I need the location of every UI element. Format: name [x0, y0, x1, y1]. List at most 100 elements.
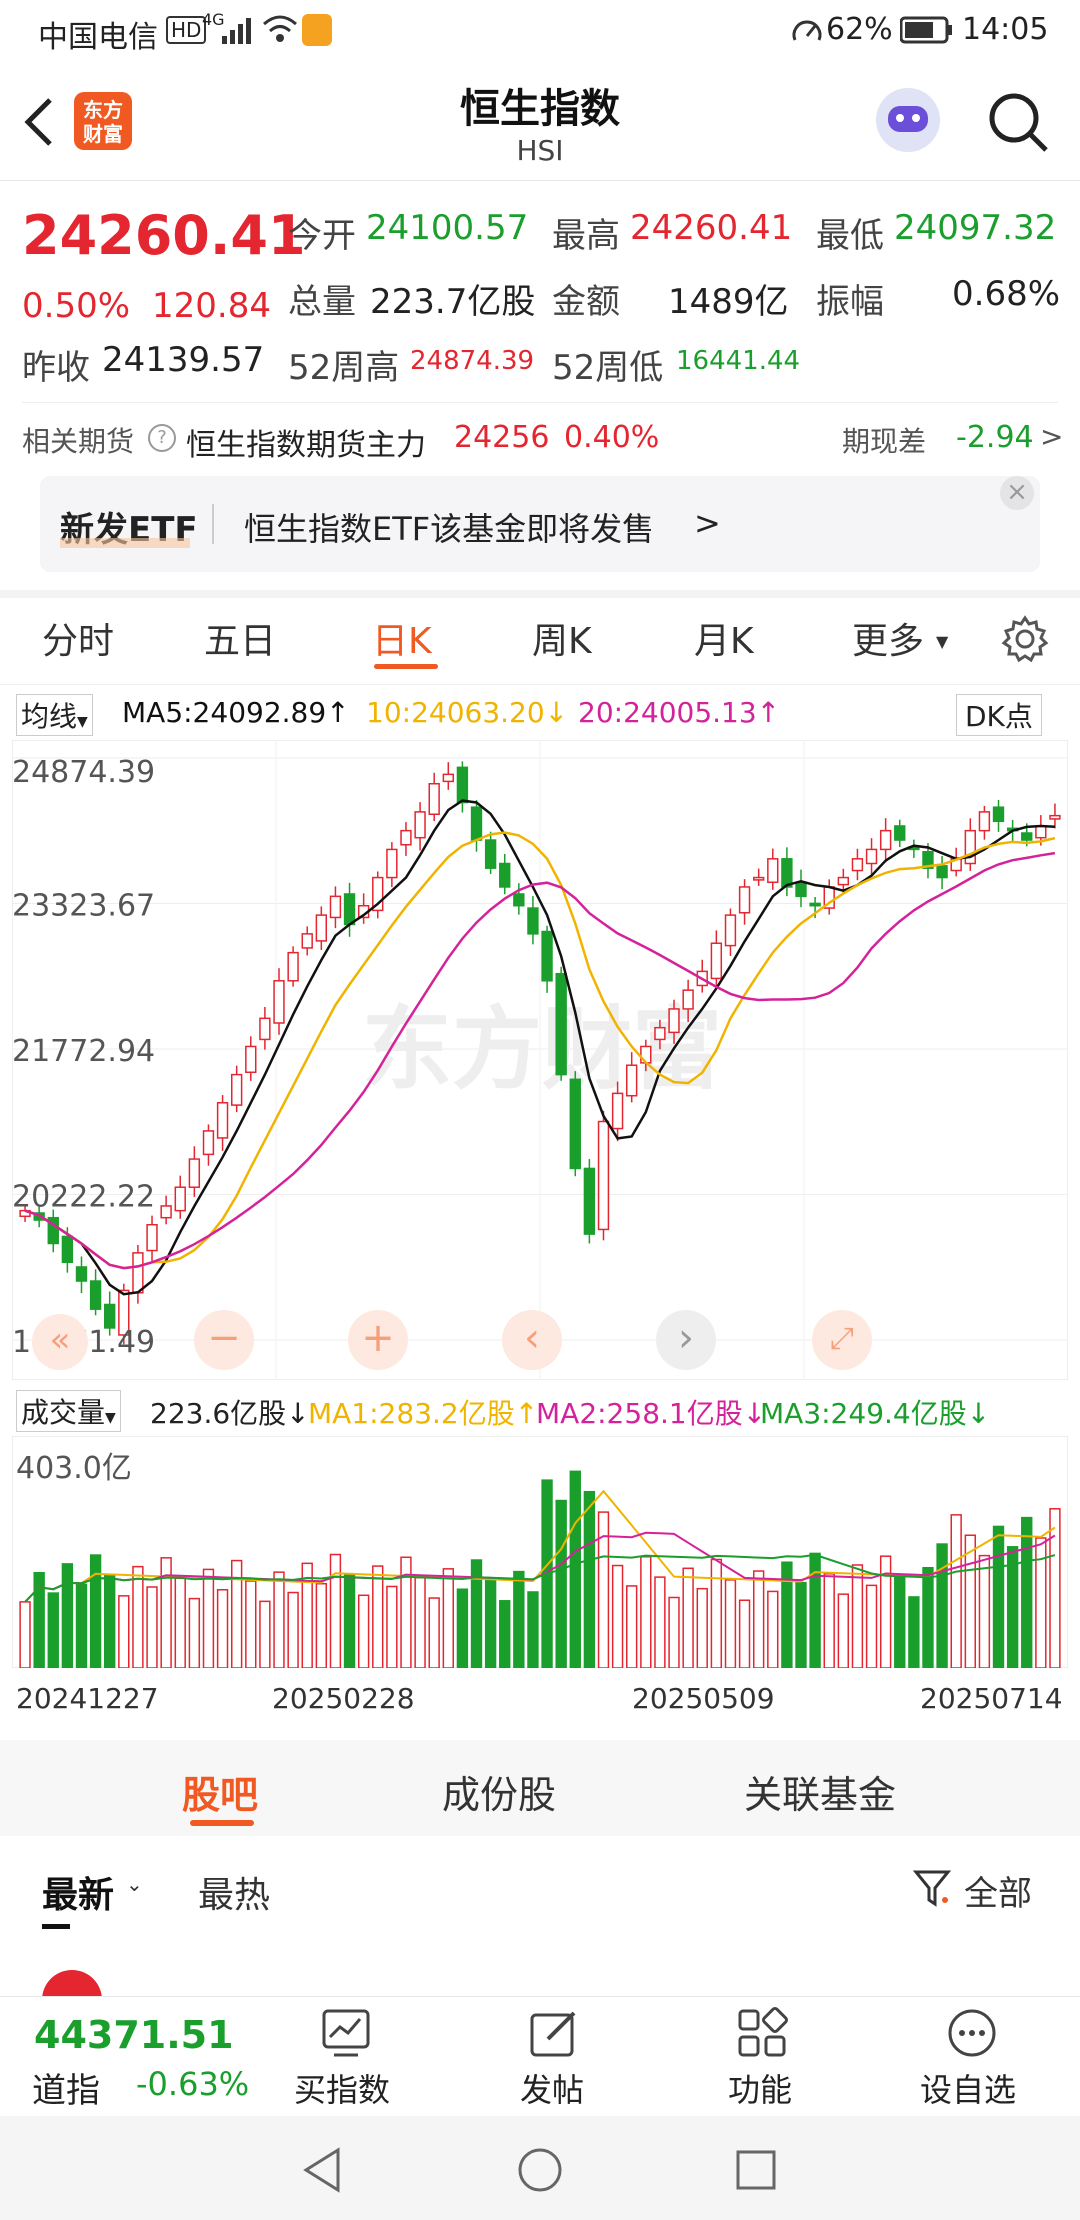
- dji-change[interactable]: -0.63%: [136, 2065, 250, 2103]
- dji-name[interactable]: 道指: [32, 2071, 100, 2111]
- basis-arrow-icon: >: [1040, 420, 1064, 453]
- volume-bar: [922, 1566, 934, 1668]
- banner-close-icon[interactable]: ×: [1000, 476, 1034, 510]
- tab-guba[interactable]: 股吧: [182, 1773, 259, 1817]
- buy-index-button[interactable]: 买指数: [286, 1997, 406, 2117]
- tab-daily-k[interactable]: 日K: [372, 621, 432, 662]
- tab-constituents[interactable]: 成份股: [442, 1773, 557, 1817]
- settings-gear-icon[interactable]: [1000, 614, 1050, 664]
- candle: [188, 1158, 201, 1188]
- candle: [710, 942, 723, 980]
- x-tick-label: 20250714: [920, 1682, 1063, 1715]
- ma20-value: 20:24005.13↑: [578, 696, 781, 729]
- tab-weekly-k[interactable]: 周K: [532, 621, 592, 662]
- candle: [865, 848, 878, 865]
- dji-price[interactable]: 44371.51: [34, 2013, 234, 2057]
- battery-icon: [900, 16, 952, 44]
- volume-bar: [104, 1574, 116, 1668]
- add-watchlist-button[interactable]: 设自选: [912, 1997, 1032, 2117]
- volume-label: 总量: [288, 282, 356, 322]
- sort-latest-chevron-icon[interactable]: ⌄: [126, 1872, 143, 1896]
- filter-all-label[interactable]: 全部: [964, 1874, 1032, 1914]
- futures-name: 恒生指数期货主力: [186, 428, 426, 463]
- rewind-button[interactable]: «: [32, 1314, 88, 1370]
- volume-bar: [75, 1583, 88, 1668]
- tab-intraday[interactable]: 分时: [42, 621, 115, 662]
- robot-assistant-icon[interactable]: [876, 88, 940, 152]
- bottom-toolbar: 44371.51 道指 -0.63% 买指数 发帖 功能 设自选: [0, 1996, 1080, 2117]
- filter-icon[interactable]: [912, 1866, 952, 1910]
- functions-button[interactable]: 功能: [702, 1997, 822, 2117]
- candle: [527, 907, 539, 935]
- help-icon[interactable]: ?: [148, 424, 176, 452]
- tab-five-day[interactable]: 五日: [204, 621, 277, 662]
- candle: [301, 933, 313, 949]
- ma-selector-label: 均线: [21, 700, 78, 733]
- functions-grid-icon: [738, 2007, 788, 2057]
- post-button[interactable]: 发帖: [494, 1997, 614, 2117]
- futures-row[interactable]: 相关期货 ? 恒生指数期货主力 24256 0.40% 期现差 -2.94 >: [0, 412, 1080, 468]
- etf-banner[interactable]: 新发ETF 恒生指数ETF该基金即将发售 > ×: [40, 476, 1040, 572]
- candlestick-chart[interactable]: 东方财富 24874.3923323.6721772.9420222.22186…: [12, 740, 1068, 1380]
- back-icon[interactable]: [22, 96, 56, 148]
- zoom-out-button[interactable]: −: [194, 1310, 254, 1370]
- more-dropdown-icon[interactable]: ▼: [936, 632, 949, 651]
- volume-bar: [654, 1576, 666, 1668]
- candle: [781, 858, 793, 888]
- nav-home-icon[interactable]: [516, 2146, 564, 2194]
- sort-latest[interactable]: 最新: [42, 1875, 115, 1916]
- tab-monthly-k[interactable]: 月K: [694, 621, 754, 662]
- candle: [104, 1303, 116, 1329]
- tab-related-funds[interactable]: 关联基金: [744, 1773, 897, 1817]
- tab-more[interactable]: 更多: [852, 621, 925, 662]
- volume-bar: [273, 1571, 285, 1668]
- candle: [315, 914, 328, 942]
- candle: [456, 766, 469, 804]
- ma-legend: 均线▼ MA5:24092.89↑ 10:24063.20↓ 20:24005.…: [0, 692, 1080, 736]
- system-nav-bar: [0, 2116, 1080, 2220]
- volume-bar: [851, 1564, 864, 1668]
- candle: [922, 851, 934, 869]
- search-icon[interactable]: [986, 90, 1050, 154]
- candle: [936, 865, 948, 879]
- app-notification-icon: [302, 14, 332, 46]
- ma-selector[interactable]: 均线▼: [16, 694, 93, 736]
- volume-bar: [936, 1543, 948, 1668]
- volume-bar: [442, 1568, 454, 1668]
- candle: [837, 876, 850, 886]
- candle: [767, 858, 779, 884]
- ma-lines-group: [24, 799, 1056, 1296]
- volume-bar: [160, 1557, 172, 1668]
- volume-bar: [301, 1562, 313, 1668]
- volume-bar: [216, 1589, 229, 1668]
- eastmoney-logo[interactable]: 东方 财富: [74, 92, 132, 150]
- dk-point-button[interactable]: DK点: [956, 694, 1042, 736]
- page-subtitle: HSI: [516, 134, 564, 167]
- y-tick-label: 24874.39: [12, 755, 155, 790]
- banner-tag-underline: [60, 538, 190, 548]
- zoom-in-button[interactable]: +: [348, 1310, 408, 1370]
- indicator-dropdown-icon: ▼: [105, 1410, 116, 1426]
- volume-bar: [146, 1586, 158, 1668]
- volume-bar: [569, 1470, 581, 1668]
- volume-bar: [611, 1564, 624, 1668]
- week52-low-label: 52周低: [552, 348, 664, 388]
- compose-icon: [530, 2011, 576, 2057]
- volume-bar: [456, 1588, 469, 1668]
- fullscreen-icon[interactable]: ⤢: [812, 1310, 872, 1370]
- volume-bar: [583, 1490, 596, 1668]
- volume-bars-group: [19, 1470, 1061, 1668]
- volume-chart[interactable]: 403.0亿: [12, 1436, 1068, 1668]
- candle: [752, 876, 765, 881]
- prev-button[interactable]: ‹: [502, 1310, 562, 1370]
- vol-ma3: MA3:249.4亿股↓: [760, 1397, 991, 1430]
- candle: [146, 1223, 158, 1252]
- volume-bar: [174, 1577, 186, 1668]
- ma5-line: [24, 799, 1055, 1296]
- volume-bar: [19, 1601, 31, 1668]
- next-button[interactable]: ›: [656, 1310, 716, 1370]
- nav-back-icon[interactable]: [300, 2146, 344, 2194]
- indicator-selector[interactable]: 成交量▼: [16, 1390, 121, 1432]
- nav-recents-icon[interactable]: [734, 2148, 778, 2192]
- sort-hot[interactable]: 最热: [198, 1875, 271, 1916]
